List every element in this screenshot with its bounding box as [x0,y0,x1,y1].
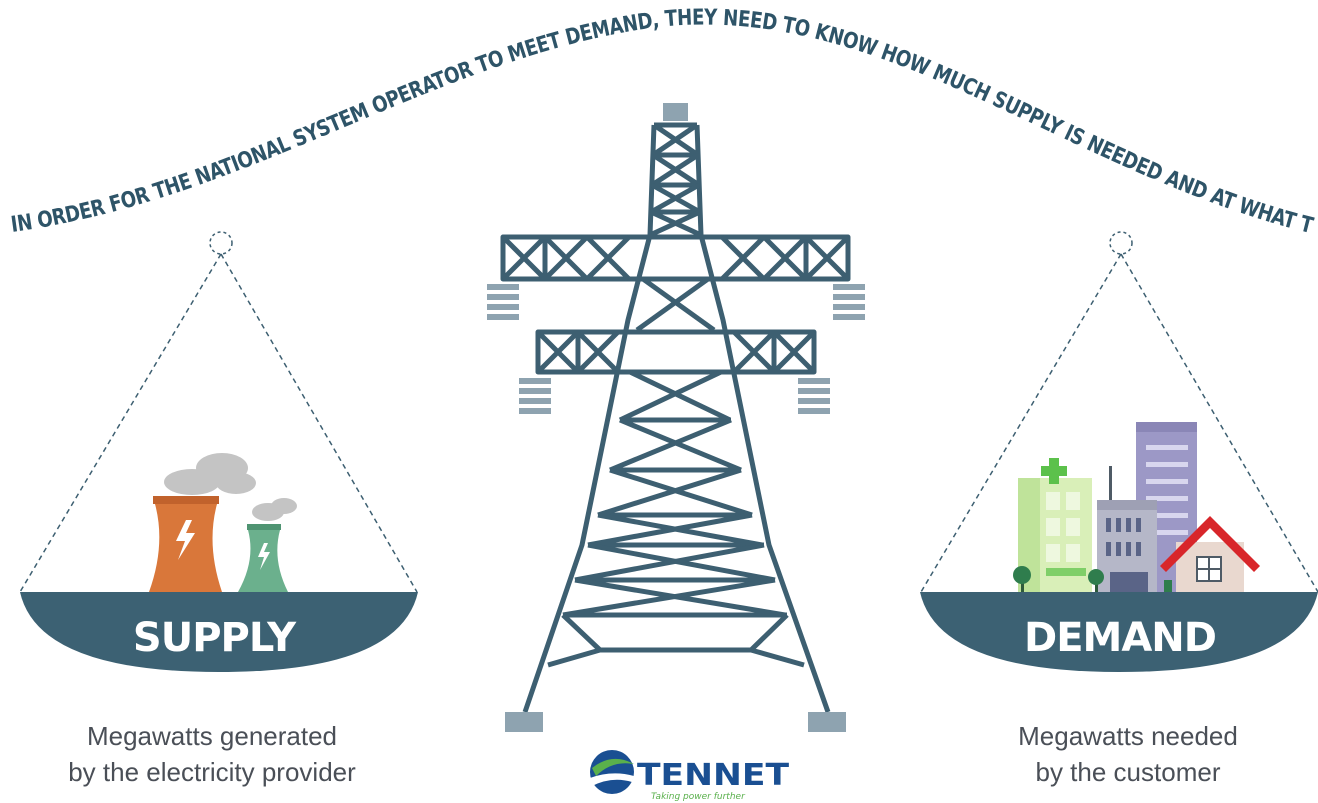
demand-caption-line1: Megawatts needed [1018,721,1238,751]
supply-caption: Megawatts generated by the electricity p… [2,718,422,790]
tree-icon [1013,566,1104,594]
cooling-tower-icon [238,524,288,592]
demand-hook-icon [1109,231,1133,255]
supply-caption-line2: by the electricity provider [68,757,356,787]
demand-caption: Megawatts needed by the customer [918,718,1318,790]
demand-pan [920,592,1318,672]
cooling-tower-icon [149,496,222,592]
supply-label: SUPPLY [133,615,297,661]
supply-caption-line1: Megawatts generated [86,721,338,751]
supply-scale: SUPPLY [19,231,418,672]
demand-label: DEMAND [1024,615,1216,661]
logo-name: TENNET [637,758,790,793]
demand-scale: DEMAND [920,231,1318,672]
power-tower-icon [487,103,865,732]
logo-tagline: Taking power further [651,792,746,802]
smoke-cloud-icon [164,453,297,521]
supply-hook-icon [209,231,233,255]
city-buildings-icon [1013,422,1260,594]
headline-text: IN ORDER FOR THE NATIONAL SYSTEM OPERATO… [0,0,1316,239]
supply-pan [20,592,418,672]
lightning-bolt-icon [176,520,195,560]
demand-caption-line2: by the customer [1035,757,1221,787]
tennet-logo-icon: TENNET Taking power further [590,750,790,802]
house-icon [1160,516,1260,594]
lightning-bolt-icon [258,543,270,570]
